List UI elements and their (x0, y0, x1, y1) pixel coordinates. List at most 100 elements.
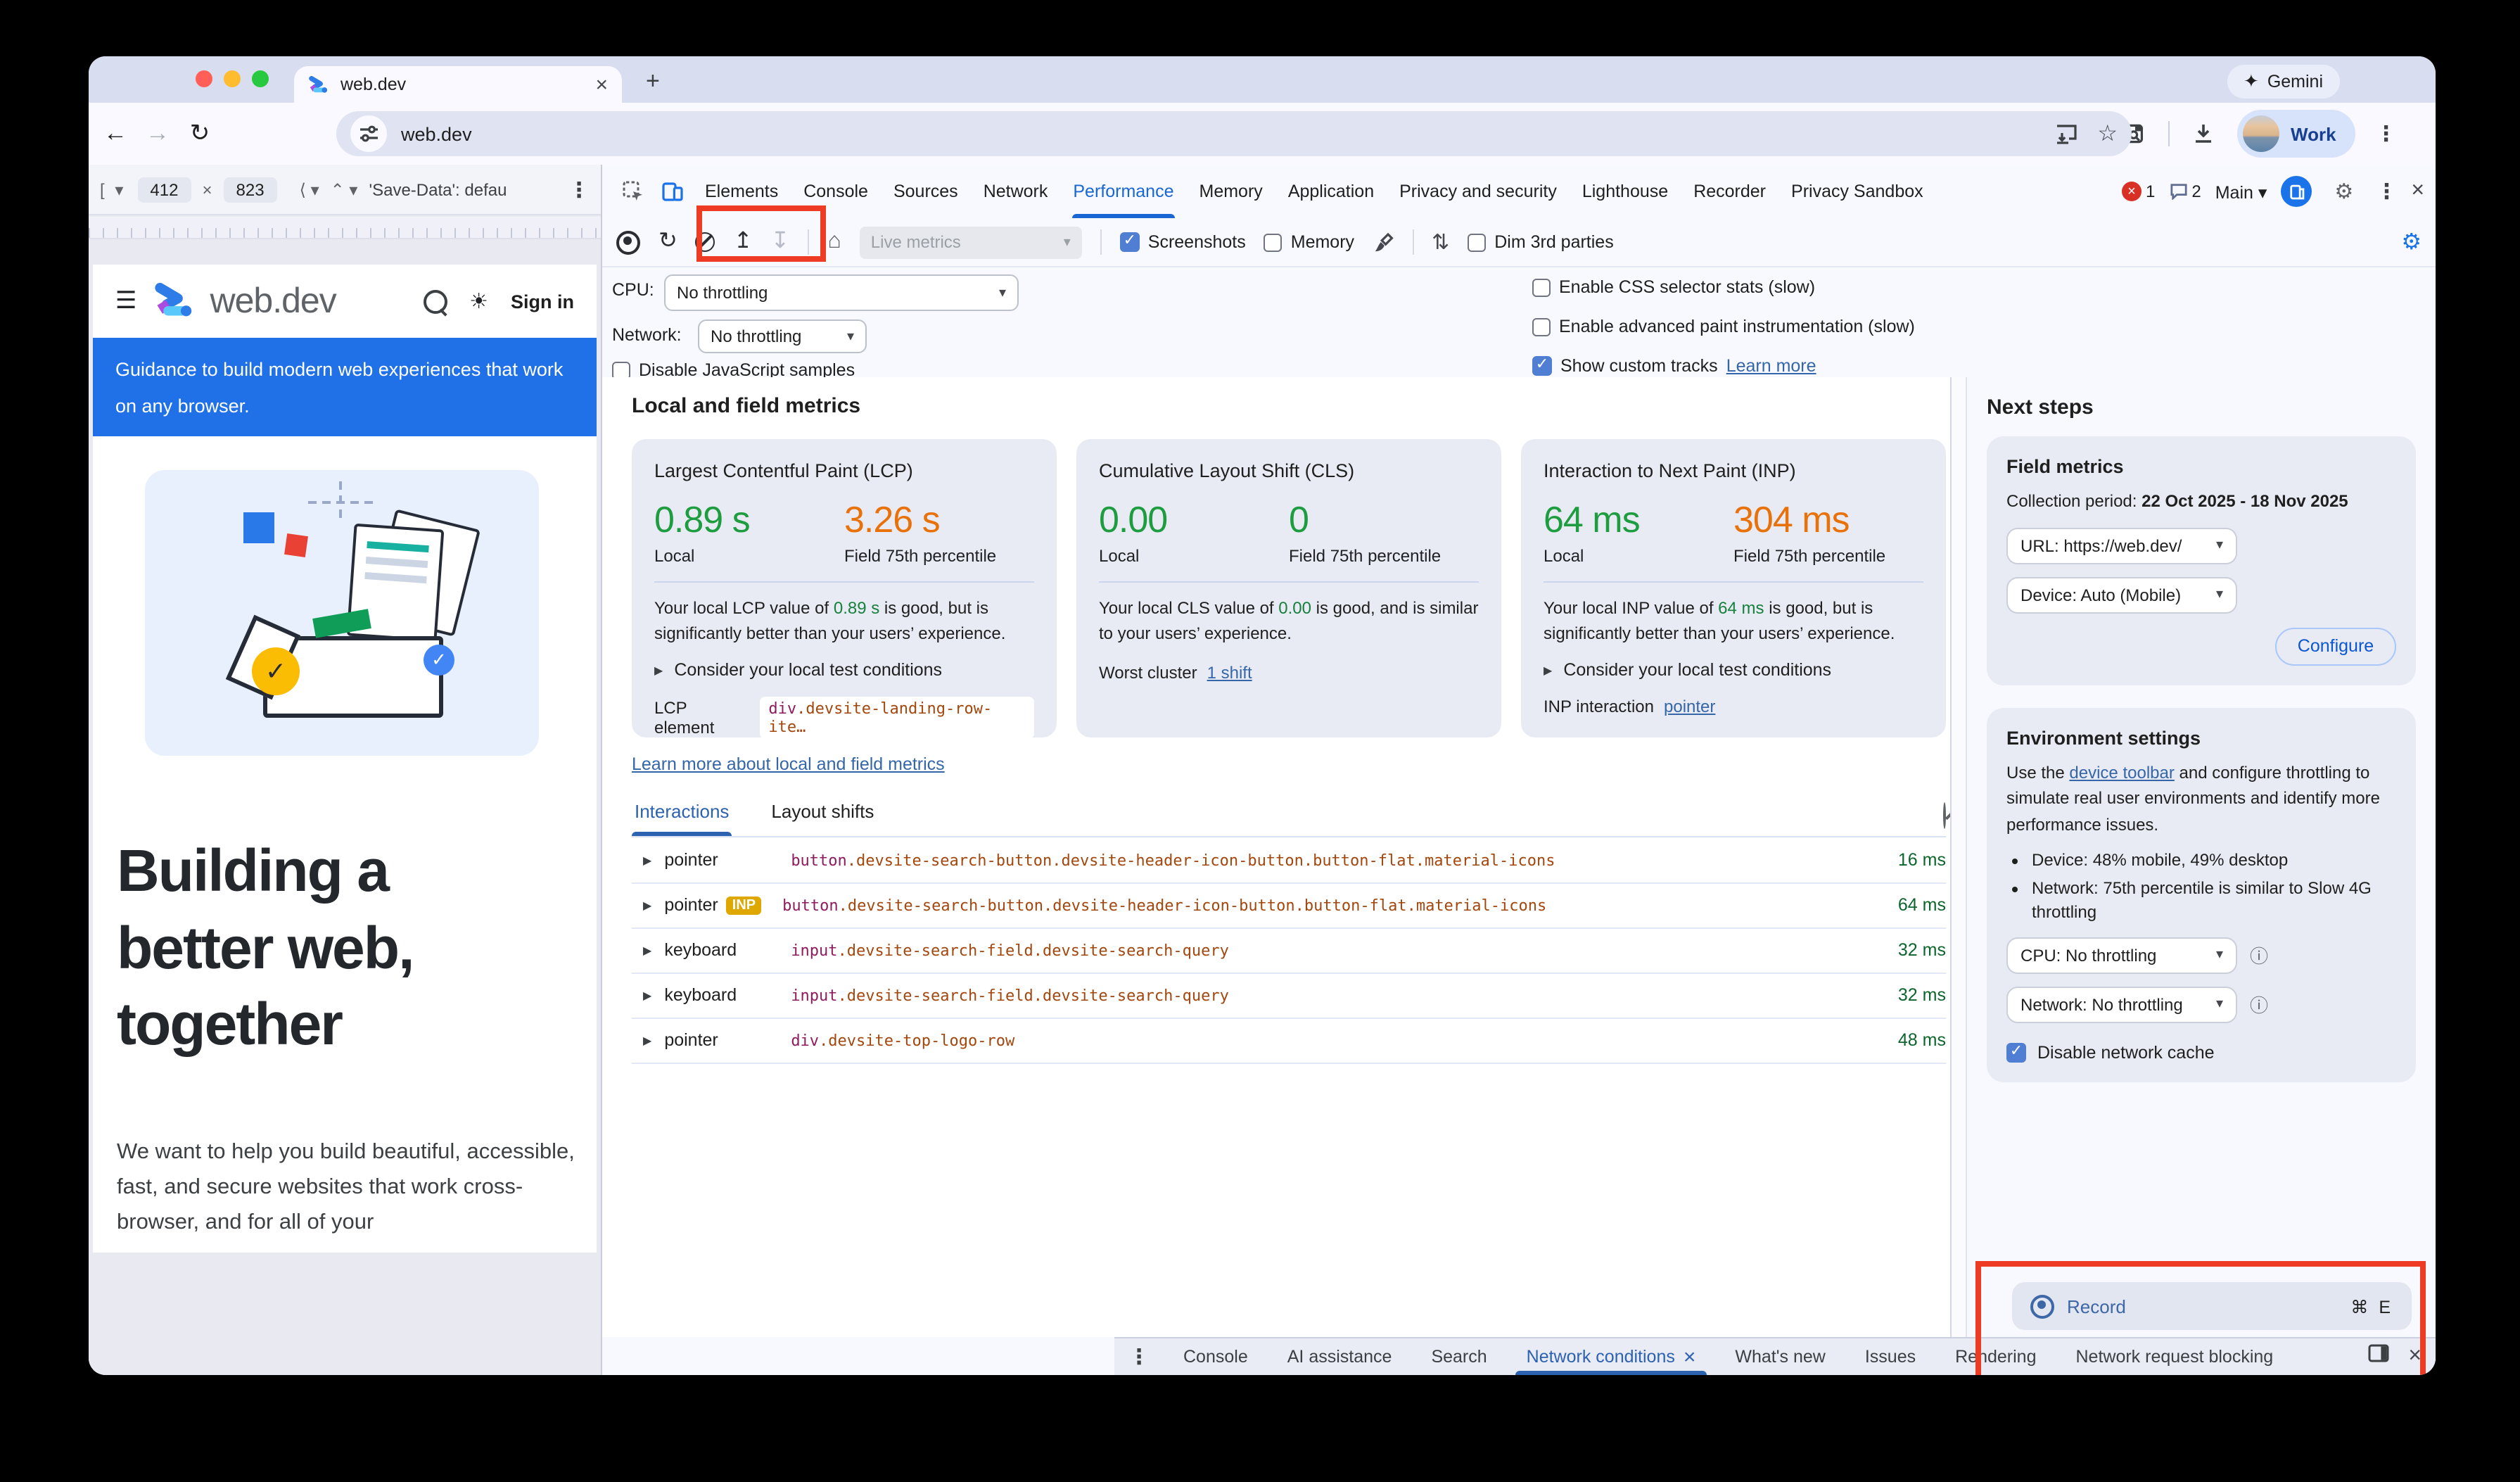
forward-button[interactable]: → (146, 120, 170, 146)
devtools-tab-elements[interactable]: Elements (705, 182, 779, 201)
tab-close-icon[interactable]: × (595, 72, 608, 96)
capture-settings-gear-icon[interactable]: ⚙ (2401, 231, 2422, 255)
browser-tab[interactable]: web.dev × (294, 66, 622, 103)
network-info-icon[interactable]: ⓘ (2250, 995, 2269, 1017)
metrics-learn-more-link[interactable]: Learn more about local and field metrics (632, 754, 945, 774)
webdev-logo[interactable] (154, 283, 196, 319)
interaction-row[interactable]: ▶ keyboard input.devsite-search-field.de… (632, 927, 1946, 974)
device-zoom-dropdown[interactable]: ⟨ ▾ (299, 179, 319, 199)
row-expander-icon[interactable]: ▶ (643, 854, 652, 866)
devtools-tab-recorder[interactable]: Recorder (1693, 182, 1767, 201)
drawer-tab-rendering[interactable]: Rendering (1955, 1347, 2037, 1367)
mac-close-button[interactable] (196, 70, 212, 87)
search-icon[interactable] (423, 289, 447, 313)
drawer-tab-network-conditions[interactable]: Network conditions × (1507, 1338, 1716, 1375)
cpu-throttle-select[interactable]: No throttling ▾ (664, 274, 1019, 311)
inspect-element-icon[interactable] (622, 180, 644, 203)
device-width-field[interactable]: 412 (137, 177, 191, 202)
dock-side-icon[interactable] (2367, 1344, 2388, 1369)
back-button[interactable]: ← (103, 120, 127, 146)
interaction-row[interactable]: ▶ pointer INP button.devsite-search-butt… (632, 882, 1946, 929)
inp-interaction-link[interactable]: pointer (1664, 697, 1716, 716)
network-throttle-select[interactable]: No throttling ▾ (698, 319, 867, 353)
interaction-row[interactable]: ▶ pointer button.devsite-search-button.d… (632, 837, 1946, 884)
devtools-tab-privacy[interactable]: Privacy and security (1399, 182, 1557, 201)
memory-checkbox[interactable]: Memory (1264, 232, 1354, 252)
collapse-tracks-icon[interactable]: ⇅ (1432, 230, 1450, 254)
profile-button[interactable]: Work (2237, 110, 2356, 158)
home-icon[interactable]: ⌂ (827, 229, 841, 253)
cpu-info-icon[interactable]: ⓘ (2250, 946, 2269, 968)
custom-tracks-checkbox[interactable]: ✓ Show custom tracks Learn more (1532, 356, 1816, 376)
reload-button[interactable]: ↻ (189, 120, 210, 146)
custom-tracks-learn-more-link[interactable]: Learn more (1726, 356, 1816, 376)
drawer-tab-console[interactable]: Console (1183, 1347, 1248, 1367)
device-height-field[interactable]: 823 (223, 177, 277, 202)
sign-in-link[interactable]: Sign in (511, 291, 574, 312)
devtools-tab-memory[interactable]: Memory (1199, 182, 1263, 201)
devtools-tab-performance[interactable]: Performance (1060, 165, 1186, 218)
devtools-tab-console[interactable]: Console (803, 182, 868, 201)
theme-toggle-icon[interactable]: ☀ (469, 290, 488, 314)
drawer-menu-icon[interactable]: ⋮ (1128, 1345, 1150, 1369)
tab-layout-shifts[interactable]: Layout shifts (771, 801, 874, 822)
interaction-row[interactable]: ▶ pointer div.devsite-top-logo-row 48 ms (632, 1018, 1946, 1064)
drawer-tab-close-icon[interactable]: × (1683, 1345, 1696, 1369)
gemini-button[interactable]: ✦ Gemini (2227, 65, 2340, 99)
load-profile-icon[interactable]: ↥ (733, 229, 753, 253)
device-throttle-dropdown[interactable]: ⌃ ▾ (330, 179, 358, 199)
devtools-tab-application[interactable]: Application (1287, 182, 1375, 201)
omnibox[interactable]: web.dev ☆ (336, 111, 2132, 156)
devtools-tab-lighthouse[interactable]: Lighthouse (1582, 182, 1669, 201)
row-expander-icon[interactable]: ▶ (643, 944, 652, 956)
disable-network-cache-checkbox[interactable]: ✓ Disable network cache (2006, 1042, 2396, 1063)
device-toolbar-menu-icon[interactable]: ⋮ (568, 178, 590, 202)
dim-3rd-parties-checkbox[interactable]: Dim 3rd parties (1468, 232, 1614, 252)
inp-consider-expander[interactable]: ▶ Consider your local test conditions (1544, 660, 1832, 680)
tab-interactions[interactable]: Interactions (632, 794, 732, 836)
disable-js-samples-checkbox[interactable]: Disable JavaScript samples (612, 360, 855, 380)
site-brand[interactable]: web.dev (210, 281, 337, 320)
advanced-paint-checkbox[interactable]: Enable advanced paint instrumentation (s… (1532, 317, 1915, 336)
devtools-tab-privacy-sandbox[interactable]: Privacy Sandbox (1791, 182, 1923, 201)
install-icon[interactable] (2054, 123, 2077, 144)
message-counter[interactable]: 2 (2169, 182, 2201, 201)
screenshots-checkbox[interactable]: ✓ Screenshots (1119, 232, 1246, 252)
worst-cluster-link[interactable]: 1 shift (1207, 663, 1252, 683)
drawer-tab-search[interactable]: Search (1431, 1347, 1487, 1367)
devtools-tab-sources[interactable]: Sources (893, 182, 958, 201)
downloads-icon[interactable] (2192, 122, 2215, 145)
lcp-element-link[interactable]: div.devsite-landing-row-ite… (760, 697, 1034, 739)
bookmark-star-icon[interactable]: ☆ (2097, 122, 2118, 146)
devtools-menu-icon[interactable]: ⋮ (2376, 180, 2398, 204)
field-url-select[interactable]: URL: https://web.dev/▾ (2006, 527, 2237, 564)
devtools-settings-icon[interactable]: ⚙ (2334, 180, 2354, 204)
row-expander-icon[interactable]: ▶ (643, 899, 652, 911)
devtools-tab-network[interactable]: Network (983, 182, 1048, 201)
save-profile-icon[interactable]: ↧ (770, 229, 790, 253)
drawer-tab-network-request-blocking[interactable]: Network request blocking (2075, 1347, 2274, 1367)
new-tab-button[interactable]: + (646, 68, 660, 94)
clear-recordings-icon[interactable] (695, 232, 715, 252)
lcp-consider-expander[interactable]: ▶ Consider your local test conditions (654, 660, 943, 680)
row-expander-icon[interactable]: ▶ (643, 989, 652, 1001)
mac-minimize-button[interactable] (224, 70, 241, 87)
hamburger-icon[interactable]: ☰ (115, 287, 137, 314)
record-icon[interactable] (616, 230, 640, 254)
record-and-reload-icon[interactable]: ↻ (658, 229, 677, 253)
drawer-tab-whats-new[interactable]: What's new (1735, 1347, 1826, 1367)
scroll-gutter[interactable] (1950, 377, 1967, 1337)
interaction-row[interactable]: ▶ keyboard input.devsite-search-field.de… (632, 973, 1946, 1019)
drawer-tab-ai-assistance[interactable]: AI assistance (1287, 1347, 1392, 1367)
row-expander-icon[interactable]: ▶ (643, 1034, 652, 1046)
device-toolbar-toggle-icon[interactable] (661, 180, 684, 203)
gc-broom-icon[interactable] (1373, 232, 1394, 253)
drawer-tab-issues[interactable]: Issues (1864, 1347, 1916, 1367)
record-button[interactable]: Record ⌘ E (2012, 1282, 2412, 1330)
devtools-close-icon[interactable]: × (2411, 179, 2424, 203)
site-info-icon[interactable] (350, 115, 387, 152)
field-device-select[interactable]: Device: Auto (Mobile) ▾ (2006, 576, 2237, 614)
sidebar-network-select[interactable]: Network: No throttling ▾ (2006, 986, 2237, 1023)
browser-menu-icon[interactable]: ⋮ (2375, 122, 2397, 146)
screencast-toggle-icon[interactable] (2281, 176, 2312, 207)
